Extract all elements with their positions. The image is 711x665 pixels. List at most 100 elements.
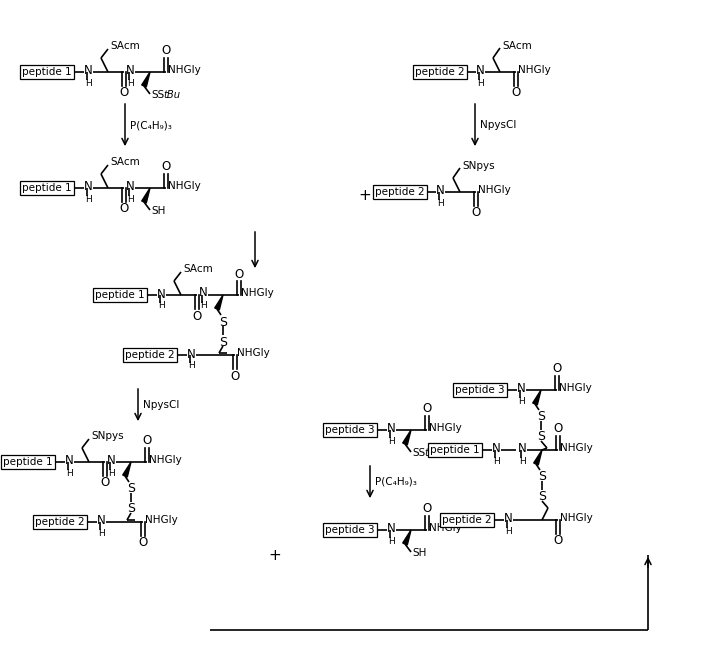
Text: tBu: tBu [163, 90, 180, 100]
Text: N: N [84, 180, 92, 194]
Text: O: O [552, 362, 562, 376]
Text: O: O [511, 86, 520, 100]
Polygon shape [402, 430, 411, 445]
Text: H: H [127, 194, 134, 203]
Polygon shape [141, 188, 150, 203]
Text: H: H [158, 301, 165, 311]
Text: peptide 1: peptide 1 [22, 183, 72, 193]
Text: O: O [230, 370, 240, 382]
Text: S: S [538, 471, 546, 483]
Text: peptide 2: peptide 2 [415, 67, 465, 77]
Text: SNpys: SNpys [462, 161, 495, 171]
Polygon shape [141, 72, 150, 87]
Text: peptide 1: peptide 1 [22, 67, 72, 77]
Text: H: H [108, 469, 114, 477]
Text: O: O [422, 503, 432, 515]
Text: H: H [505, 527, 512, 535]
Text: H: H [518, 396, 525, 406]
Polygon shape [533, 390, 541, 405]
Text: N: N [84, 65, 92, 78]
Text: peptide 1: peptide 1 [95, 290, 145, 300]
Text: N: N [387, 422, 396, 436]
Text: peptide 1: peptide 1 [430, 445, 480, 455]
Text: H: H [188, 362, 195, 370]
Text: peptide 2: peptide 2 [125, 350, 175, 360]
Text: S: S [537, 410, 545, 424]
Text: N: N [107, 454, 116, 467]
Text: O: O [139, 537, 148, 549]
Text: +: + [269, 547, 282, 563]
Text: NHGly: NHGly [429, 423, 461, 433]
Text: H: H [85, 78, 92, 88]
Text: NpysCl: NpysCl [143, 400, 179, 410]
Text: SNpys: SNpys [91, 431, 124, 441]
Text: SH: SH [151, 206, 166, 216]
Text: N: N [157, 287, 166, 301]
Text: NHGly: NHGly [237, 348, 269, 358]
Text: S: S [538, 491, 546, 503]
Text: NHGly: NHGly [518, 65, 551, 75]
Text: NHGly: NHGly [168, 65, 201, 75]
Text: peptide 1: peptide 1 [3, 457, 53, 467]
Text: S: S [127, 503, 135, 515]
Text: O: O [119, 86, 129, 100]
Polygon shape [534, 450, 542, 465]
Text: NHGly: NHGly [168, 181, 201, 191]
Text: NHGly: NHGly [478, 185, 510, 195]
Text: +: + [358, 188, 371, 203]
Text: NHGly: NHGly [145, 515, 178, 525]
Text: O: O [142, 434, 151, 448]
Text: SS: SS [151, 90, 164, 100]
Text: peptide 3: peptide 3 [325, 425, 375, 435]
Text: NHGly: NHGly [149, 455, 182, 465]
Text: N: N [97, 515, 106, 527]
Text: O: O [119, 203, 129, 215]
Text: tBu: tBu [424, 448, 441, 458]
Polygon shape [123, 462, 131, 477]
Text: NHGly: NHGly [429, 523, 461, 533]
Text: NHGly: NHGly [559, 383, 592, 393]
Text: peptide 2: peptide 2 [442, 515, 492, 525]
Text: O: O [100, 477, 109, 489]
Text: H: H [477, 78, 483, 88]
Text: NHGly: NHGly [560, 513, 593, 523]
Text: H: H [200, 301, 207, 311]
Text: peptide 2: peptide 2 [35, 517, 85, 527]
Text: NHGly: NHGly [560, 443, 593, 453]
Text: H: H [85, 194, 92, 203]
Text: O: O [235, 267, 244, 281]
Polygon shape [402, 530, 411, 545]
Text: N: N [65, 454, 74, 467]
Text: H: H [388, 537, 395, 545]
Text: SS: SS [412, 448, 425, 458]
Text: S: S [127, 483, 135, 495]
Text: O: O [553, 422, 562, 436]
Text: H: H [437, 198, 444, 207]
Text: N: N [187, 348, 196, 360]
Text: P(C₄H₉)₃: P(C₄H₉)₃ [375, 477, 417, 487]
Text: SH: SH [412, 548, 427, 558]
Text: N: N [504, 513, 513, 525]
Text: N: N [476, 65, 485, 78]
Text: O: O [161, 45, 171, 57]
Text: SAcm: SAcm [183, 264, 213, 274]
Text: P(C₄H₉)₃: P(C₄H₉)₃ [130, 120, 172, 130]
Text: H: H [98, 529, 105, 537]
Text: peptide 3: peptide 3 [455, 385, 505, 395]
Text: H: H [388, 436, 395, 446]
Text: N: N [436, 184, 445, 198]
Text: NHGly: NHGly [241, 288, 274, 298]
Text: H: H [519, 456, 525, 466]
Text: N: N [492, 442, 501, 456]
Text: N: N [126, 63, 135, 76]
Text: S: S [219, 315, 227, 329]
Text: O: O [553, 535, 562, 547]
Text: peptide 2: peptide 2 [375, 187, 424, 197]
Text: H: H [66, 469, 73, 477]
Text: H: H [493, 456, 500, 466]
Polygon shape [215, 295, 223, 310]
Text: S: S [537, 430, 545, 444]
Text: NpysCl: NpysCl [480, 120, 516, 130]
Text: O: O [193, 309, 202, 323]
Text: O: O [422, 402, 432, 416]
